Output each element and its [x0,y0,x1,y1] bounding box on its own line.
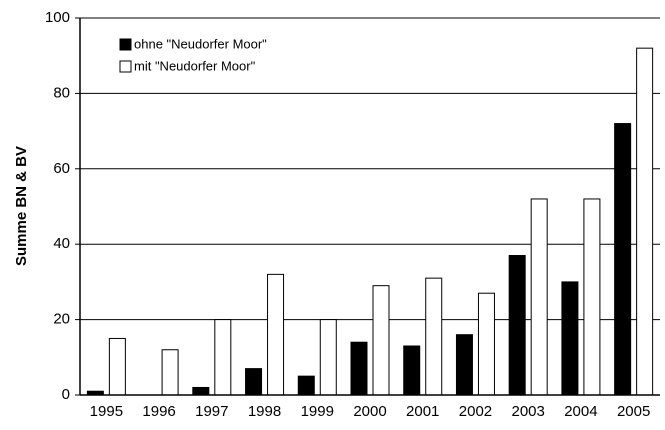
bar [161,349,179,396]
y-tick-label: 20 [53,311,70,328]
x-tick-label: 1997 [195,403,228,420]
x-tick-label: 2004 [564,403,597,420]
x-tick-label: 2005 [617,403,650,420]
bar [583,198,601,396]
bar [319,319,337,396]
bar [267,273,285,396]
bar [372,285,390,396]
bar [561,281,579,396]
x-tick-label: 1995 [90,403,123,420]
y-tick-label: 100 [45,9,70,26]
bar [350,341,368,396]
x-tick-label: 2000 [353,403,386,420]
bar [192,386,210,396]
bar [530,198,548,396]
bar [455,334,473,396]
legend-label: ohne "Neudorfer Moor" [134,36,267,51]
y-tick-label: 80 [53,84,70,101]
bar [508,255,526,396]
y-tick-label: 60 [53,160,70,177]
bar [614,123,632,396]
x-tick-label: 1999 [301,403,334,420]
bar [403,345,421,396]
bar [245,368,263,396]
x-tick-label: 2002 [459,403,492,420]
bar [297,375,315,396]
bar [477,292,495,396]
y-axis-label: Summe BN & BV [13,146,30,266]
y-tick-label: 0 [62,386,70,403]
x-tick-label: 2001 [406,403,439,420]
legend-label: mit "Neudorfer Moor" [134,58,256,73]
x-tick-label: 1996 [142,403,175,420]
x-tick-label: 1998 [248,403,281,420]
bar [108,337,126,396]
x-tick-label: 2003 [511,403,544,420]
bar [214,319,232,396]
legend-swatch [119,38,132,51]
y-tick-label: 40 [53,235,70,252]
bar [636,47,654,396]
legend-swatch [119,60,132,73]
bar [425,277,443,396]
